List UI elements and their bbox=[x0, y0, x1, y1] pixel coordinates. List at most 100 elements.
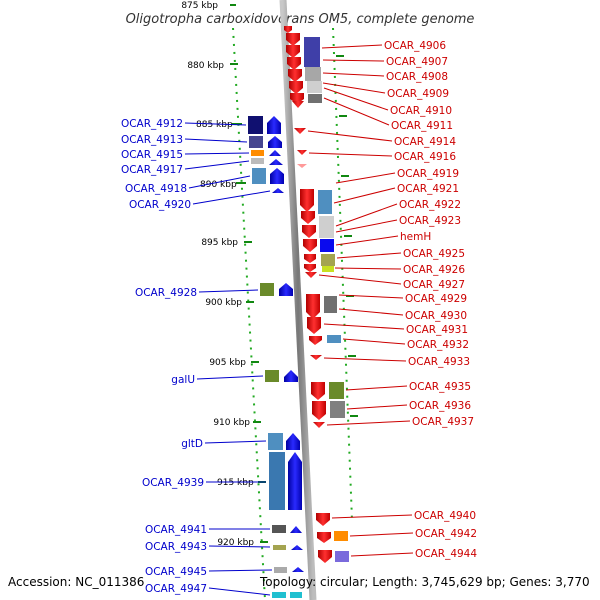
gene-arrow[interactable] bbox=[269, 159, 283, 165]
gene-arrow[interactable] bbox=[309, 336, 322, 345]
domain-block bbox=[327, 335, 341, 343]
gene-arrow[interactable] bbox=[291, 545, 303, 550]
gene-arrow[interactable] bbox=[288, 69, 302, 82]
gene-arrow[interactable] bbox=[301, 211, 315, 224]
right-leader-lines bbox=[307, 44, 414, 557]
gene-label[interactable]: OCAR_4921 bbox=[397, 183, 459, 195]
gene-arrow[interactable] bbox=[286, 33, 300, 46]
gene-label[interactable]: OCAR_4935 bbox=[409, 381, 471, 393]
gene-arrow[interactable] bbox=[307, 317, 321, 334]
gene-label[interactable]: OCAR_4909 bbox=[387, 88, 449, 100]
gene-label[interactable]: OCAR_4910 bbox=[390, 105, 452, 117]
gene-label[interactable]: OCAR_4944 bbox=[415, 548, 477, 560]
gene-label[interactable]: OCAR_4923 bbox=[399, 215, 461, 227]
gene-arrow[interactable] bbox=[297, 164, 307, 168]
domain-block bbox=[272, 525, 286, 533]
gene-arrow[interactable] bbox=[312, 401, 326, 420]
kbp-label: 885 kbp bbox=[196, 120, 233, 130]
gene-label[interactable]: hemH bbox=[400, 231, 431, 243]
gene-label[interactable]: OCAR_4926 bbox=[403, 264, 465, 276]
gene-label[interactable]: OCAR_4940 bbox=[414, 510, 476, 522]
kbp-label: 910 kbp bbox=[213, 418, 250, 428]
domain-block bbox=[252, 168, 266, 184]
gene-label[interactable]: OCAR_4915 bbox=[121, 149, 183, 161]
gene-arrow[interactable] bbox=[318, 550, 332, 563]
gene-label[interactable]: OCAR_4912 bbox=[121, 118, 183, 130]
gene-arrow[interactable] bbox=[310, 355, 322, 360]
gene-arrow[interactable] bbox=[317, 532, 331, 543]
domain-block bbox=[307, 81, 322, 93]
gene-arrow[interactable] bbox=[267, 116, 281, 134]
domain-block bbox=[329, 382, 344, 399]
gene-arrow[interactable] bbox=[306, 294, 320, 319]
gene-arrow[interactable] bbox=[286, 433, 300, 450]
gene-label[interactable]: OCAR_4947 bbox=[145, 583, 207, 595]
gene-arrow[interactable] bbox=[272, 188, 284, 193]
gene-arrow[interactable] bbox=[304, 254, 316, 263]
gene-label[interactable]: OCAR_4918 bbox=[125, 183, 187, 195]
gene-arrow[interactable] bbox=[288, 452, 302, 510]
gene-label[interactable]: OCAR_4907 bbox=[386, 56, 448, 68]
gene-label[interactable]: OCAR_4932 bbox=[407, 339, 469, 351]
gene-arrow[interactable] bbox=[302, 225, 316, 238]
right-gene-labels: OCAR_4906 OCAR_4907 OCAR_4908 OCAR_4909 … bbox=[384, 40, 477, 560]
domain-block bbox=[265, 370, 279, 382]
gene-arrow[interactable] bbox=[287, 57, 301, 70]
domain-block bbox=[324, 296, 337, 313]
gene-arrow[interactable] bbox=[311, 382, 325, 400]
domain-block bbox=[330, 401, 345, 418]
domain-block bbox=[334, 531, 348, 541]
domain-block bbox=[321, 254, 335, 266]
gene-label[interactable]: OCAR_4945 bbox=[145, 566, 207, 578]
gene-label[interactable]: OCAR_4942 bbox=[415, 528, 477, 540]
gene-label[interactable]: OCAR_4936 bbox=[409, 400, 471, 412]
accession-text: Accession: NC_011386 bbox=[8, 575, 145, 589]
gene-arrow[interactable] bbox=[303, 239, 317, 252]
gene-arrow[interactable] bbox=[313, 422, 325, 428]
gene-label[interactable]: OCAR_4929 bbox=[405, 293, 467, 305]
gene-label[interactable]: OCAR_4906 bbox=[384, 40, 446, 52]
gene-label[interactable]: OCAR_4941 bbox=[145, 524, 207, 536]
gene-label[interactable]: OCAR_4908 bbox=[386, 71, 448, 83]
gene-arrow[interactable] bbox=[316, 513, 330, 526]
gene-label[interactable]: OCAR_4930 bbox=[405, 310, 467, 322]
gene-arrow[interactable] bbox=[270, 168, 284, 184]
gene-label[interactable]: OCAR_4937 bbox=[412, 416, 474, 428]
gene-label[interactable]: OCAR_4943 bbox=[145, 541, 207, 553]
gene-arrow[interactable] bbox=[304, 264, 316, 272]
gene-label[interactable]: OCAR_4920 bbox=[129, 199, 191, 211]
gene-arrow[interactable] bbox=[279, 283, 293, 296]
gene-label[interactable]: galU bbox=[171, 374, 195, 386]
gene-arrow[interactable] bbox=[286, 45, 300, 58]
gene-label[interactable]: OCAR_4925 bbox=[403, 248, 465, 260]
gene-arrow[interactable] bbox=[292, 101, 304, 108]
gene-arrow[interactable] bbox=[269, 150, 281, 156]
gene-arrow[interactable] bbox=[289, 81, 303, 94]
gene-arrow[interactable] bbox=[290, 526, 302, 533]
domain-block bbox=[305, 67, 321, 81]
gene-label[interactable]: OCAR_4927 bbox=[403, 279, 465, 291]
gene-arrow[interactable] bbox=[268, 136, 282, 148]
gene-label[interactable]: OCAR_4928 bbox=[135, 287, 197, 299]
gene-arrow[interactable] bbox=[305, 272, 317, 278]
gene-label[interactable]: OCAR_4914 bbox=[394, 136, 456, 148]
gene-label[interactable]: OCAR_4916 bbox=[394, 151, 456, 163]
gene-label[interactable]: OCAR_4917 bbox=[121, 164, 183, 176]
domain-block bbox=[249, 136, 263, 148]
reverse-strand-genes bbox=[284, 26, 332, 563]
gene-label[interactable]: OCAR_4922 bbox=[399, 199, 461, 211]
gene-label[interactable]: OCAR_4911 bbox=[391, 120, 453, 132]
gene-label[interactable]: OCAR_4931 bbox=[406, 324, 468, 336]
gene-label[interactable]: OCAR_4939 bbox=[142, 477, 204, 489]
gene-arrow[interactable] bbox=[284, 26, 292, 33]
gene-arrow[interactable] bbox=[300, 189, 314, 212]
gene-arrow[interactable] bbox=[297, 150, 307, 155]
gene-arrow[interactable] bbox=[284, 370, 298, 382]
gene-arrow[interactable] bbox=[292, 567, 304, 572]
gene-arrow[interactable] bbox=[294, 128, 306, 134]
gene-label[interactable]: OCAR_4919 bbox=[397, 168, 459, 180]
gene-label[interactable]: OCAR_4933 bbox=[408, 356, 470, 368]
gene-label[interactable]: gltD bbox=[181, 438, 203, 450]
gene-label[interactable]: OCAR_4913 bbox=[121, 134, 183, 146]
